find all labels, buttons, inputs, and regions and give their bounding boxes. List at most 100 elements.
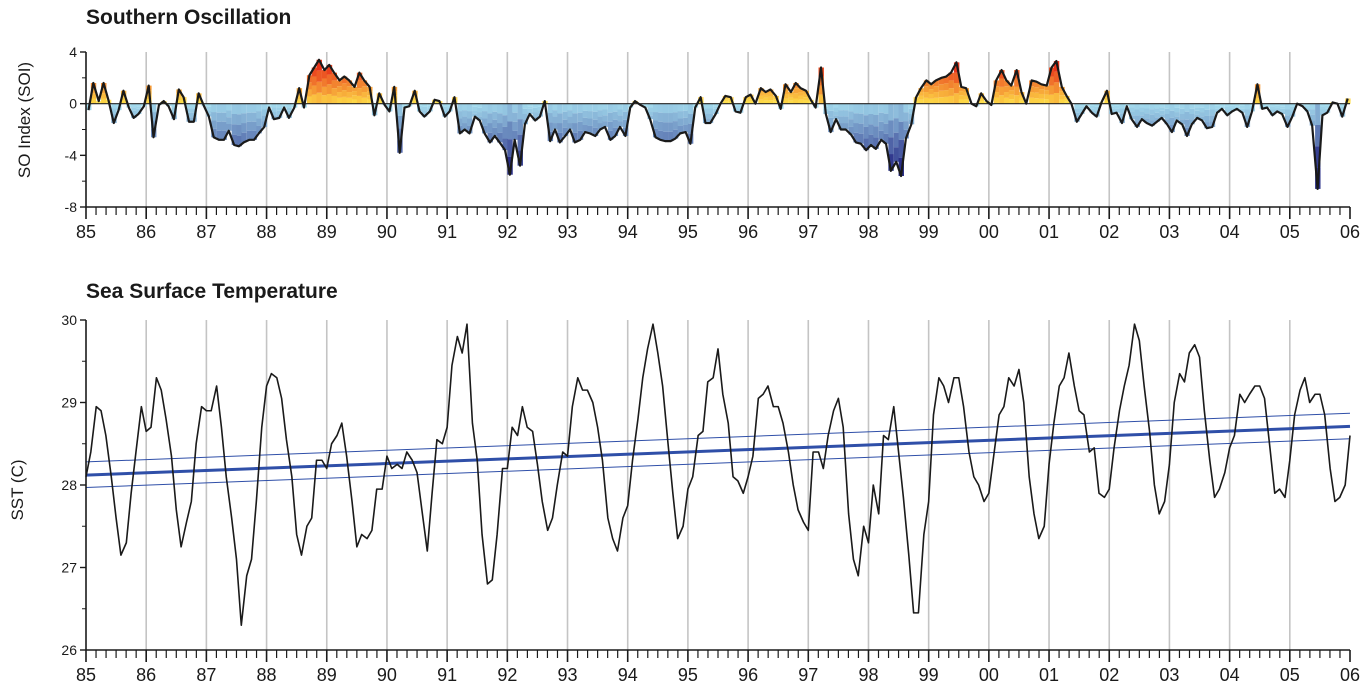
so-bar xyxy=(617,109,623,116)
so-bar xyxy=(572,132,578,143)
so-bar xyxy=(1149,109,1155,115)
so-bar xyxy=(848,103,855,112)
so-x-tick-label: 95 xyxy=(678,222,698,242)
so-bar xyxy=(893,118,900,133)
so-bar xyxy=(502,126,508,139)
so-bar xyxy=(1184,127,1190,136)
so-bar xyxy=(963,92,969,96)
so-bar xyxy=(326,64,333,75)
so-bar xyxy=(1229,105,1236,108)
so-bar xyxy=(888,137,894,155)
so-bar xyxy=(733,103,739,106)
so-bar xyxy=(266,104,272,106)
so-bar xyxy=(256,125,262,134)
so-bar xyxy=(1284,103,1291,110)
so-bar xyxy=(803,97,809,101)
so-bar xyxy=(1254,89,1261,94)
so-bar xyxy=(311,94,318,104)
so-bar xyxy=(913,102,920,104)
so-bar xyxy=(487,132,493,143)
so-bar xyxy=(1169,103,1175,111)
so-bar xyxy=(668,113,674,123)
so-bar xyxy=(1053,93,1060,104)
so-bar xyxy=(918,99,924,104)
so-bar xyxy=(135,103,142,107)
so-bar xyxy=(793,98,799,104)
so-bar xyxy=(236,103,242,115)
so-bar xyxy=(1239,103,1246,106)
so-bar xyxy=(1204,122,1210,129)
so-bar xyxy=(331,88,337,96)
so-bar xyxy=(1129,111,1135,116)
so-bar xyxy=(662,113,669,123)
so-bar xyxy=(1114,110,1120,113)
so-bar xyxy=(833,107,839,112)
so-bar xyxy=(1104,97,1110,101)
so-bar xyxy=(1204,115,1210,123)
so-bar xyxy=(1234,104,1240,107)
so-bar xyxy=(507,121,513,140)
so-bar xyxy=(953,83,960,94)
so-bar xyxy=(953,72,960,83)
so-bar xyxy=(1279,103,1285,107)
so-bar xyxy=(397,128,403,141)
sst-x-tick-label: 02 xyxy=(1099,665,1119,685)
so-bar xyxy=(120,97,127,101)
so-bar xyxy=(146,99,152,104)
so-bar xyxy=(1345,101,1351,103)
so-bar xyxy=(838,110,844,117)
so-bar xyxy=(1194,107,1201,111)
so-bar xyxy=(898,139,904,158)
so-bar xyxy=(662,122,669,132)
so-bar xyxy=(111,113,117,119)
so-bar xyxy=(131,110,137,115)
so-bar xyxy=(1179,119,1186,125)
so-bar xyxy=(1139,107,1145,112)
so-bar xyxy=(677,118,684,126)
so-bar xyxy=(898,103,904,122)
so-bar xyxy=(582,110,588,118)
so-bar xyxy=(1204,109,1210,116)
so-bar xyxy=(135,108,142,112)
so-bar xyxy=(843,123,849,130)
so-bar xyxy=(1300,104,1306,105)
so-chart-title: Southern Oscillation xyxy=(86,6,292,29)
so-bar xyxy=(1339,110,1346,114)
so-bar xyxy=(361,86,368,93)
so-bar xyxy=(231,124,238,135)
so-bar xyxy=(953,93,960,104)
so-bar xyxy=(206,110,212,114)
so-x-tick-label: 04 xyxy=(1220,222,1240,242)
so-bar xyxy=(1038,89,1045,94)
so-bar xyxy=(1053,71,1060,83)
so-bar xyxy=(231,114,238,125)
so-bar xyxy=(1104,100,1110,104)
so-bar xyxy=(1214,108,1220,111)
so-bar xyxy=(151,112,157,121)
so-bar xyxy=(1079,106,1085,109)
sst-x-tick-label: 85 xyxy=(76,665,96,685)
so-x-tick-label: 97 xyxy=(798,222,818,242)
so-bar xyxy=(361,97,368,104)
so-bar xyxy=(999,86,1005,96)
so-bar xyxy=(597,103,604,111)
so-bar xyxy=(1134,109,1140,116)
sst-x-tick-label: 90 xyxy=(377,665,397,685)
so-bar xyxy=(397,103,403,116)
so-x-tick-label: 93 xyxy=(558,222,578,242)
so-bar xyxy=(316,92,322,104)
so-bar xyxy=(1094,106,1100,111)
so-bar xyxy=(567,116,573,124)
so-bar xyxy=(261,115,268,122)
so-bar xyxy=(226,110,232,118)
so-bar xyxy=(1089,103,1095,106)
so-bar xyxy=(587,125,593,134)
so-bar xyxy=(226,117,232,125)
sst-y-tick-label: 29 xyxy=(61,395,77,411)
so-bar xyxy=(1169,124,1175,133)
so-bar xyxy=(462,123,468,130)
so-bar xyxy=(592,103,599,112)
so-bar xyxy=(196,101,202,104)
so-bar xyxy=(803,93,809,98)
so-bar xyxy=(507,103,513,122)
